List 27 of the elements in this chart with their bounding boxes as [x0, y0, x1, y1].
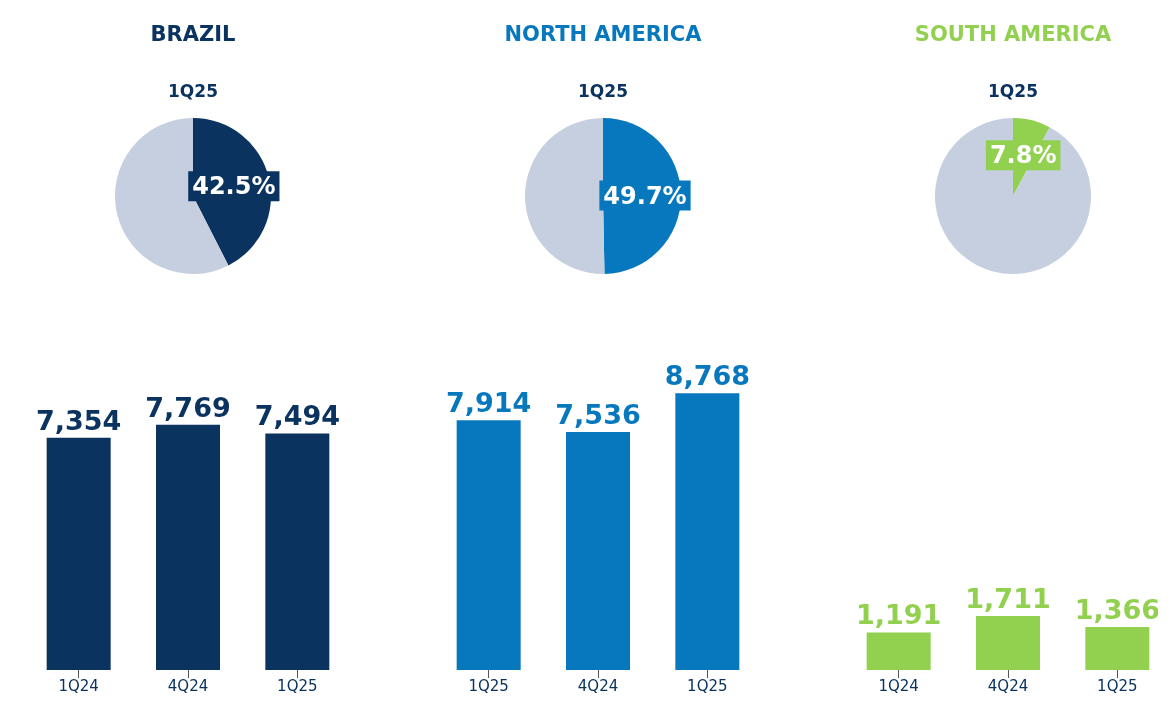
x-tick-label: 1Q25 [1097, 676, 1138, 695]
x-tick-label: 1Q25 [687, 676, 728, 695]
x-tick-label: 1Q24 [878, 676, 919, 695]
chart-title: NORTH AMERICA [504, 21, 703, 46]
data-label: 7,494 [254, 400, 341, 432]
x-tick-label: 4Q24 [167, 676, 209, 695]
x-tick-label: 4Q24 [577, 676, 619, 695]
chart-subtitle: 1Q25 [578, 80, 628, 101]
chart-subtitle: 1Q25 [168, 80, 218, 101]
data-label: 1,366 [1074, 593, 1161, 625]
data-label: 7,769 [145, 391, 231, 423]
x-tick-label: 4Q24 [987, 676, 1029, 695]
chart-subtitle: 1Q25 [988, 80, 1038, 101]
data-label: 7.8% [989, 141, 1057, 170]
data-label: 49.7% [603, 181, 687, 210]
chart-title: SOUTH AMERICA [914, 21, 1112, 46]
x-tick-label: 1Q25 [468, 676, 509, 695]
data-label: 7,536 [555, 399, 641, 431]
data-label: 7,354 [35, 404, 122, 436]
data-label: 1,711 [965, 582, 1051, 614]
chart-title: BRAZIL [150, 21, 236, 46]
data-label: 8,768 [664, 360, 751, 392]
data-label: 7,914 [445, 387, 532, 419]
x-tick-label: 1Q25 [277, 676, 318, 695]
x-tick-label: 1Q24 [58, 676, 99, 695]
data-label: 1,191 [855, 599, 942, 631]
data-label: 42.5% [192, 172, 276, 201]
